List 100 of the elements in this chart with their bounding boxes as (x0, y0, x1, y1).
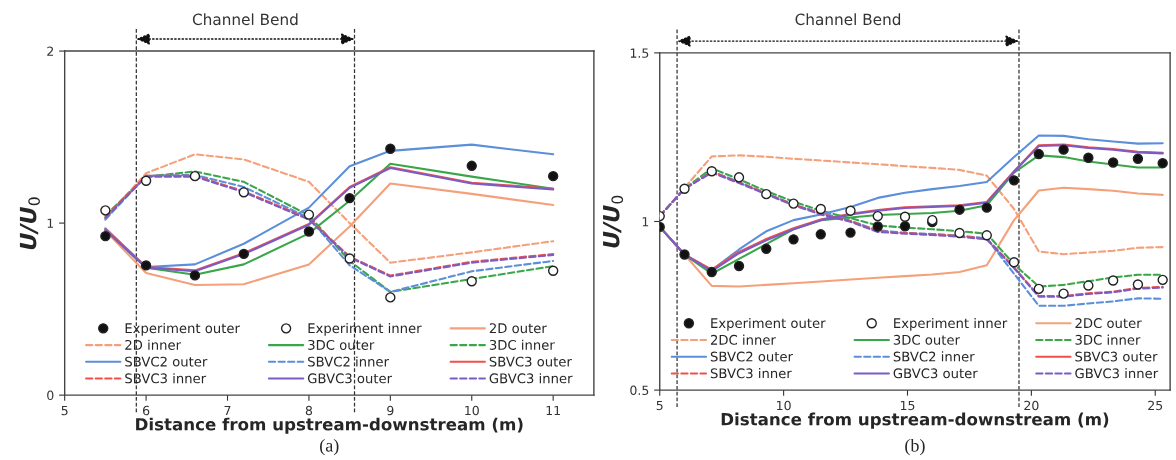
legend-label: Experiment inner (894, 317, 1008, 331)
legend-label: SBVC3 outer (1075, 351, 1158, 362)
legend-label: SBVC3 inner (125, 373, 207, 384)
point (385, 143, 396, 154)
point (761, 243, 772, 254)
point (815, 203, 826, 215)
point (872, 210, 883, 222)
legend-label: 2DC inner (710, 334, 776, 345)
point (679, 249, 690, 260)
point (706, 166, 717, 177)
point (385, 292, 396, 303)
point (679, 183, 690, 194)
point (1157, 157, 1168, 169)
point (238, 187, 249, 198)
y-tick-label: 0.5 (630, 385, 649, 396)
point (872, 221, 883, 232)
y-tick-label: 2 (47, 46, 54, 56)
x-tick-label: 15 (900, 400, 915, 411)
legend-label: SBVC2 outer (125, 356, 208, 367)
x-tick-label: 5 (61, 405, 68, 416)
point (189, 270, 201, 281)
point (954, 204, 965, 215)
point (547, 170, 559, 182)
legend-label: 3DC inner (1075, 334, 1141, 345)
point (466, 160, 477, 172)
point (733, 172, 745, 183)
point (1107, 275, 1119, 286)
legend-label: 2D outer (489, 323, 547, 334)
x-tick-label: 10 (465, 405, 479, 416)
point (788, 234, 799, 245)
legend-label: GBVC3 inner (1075, 368, 1159, 379)
point (1083, 152, 1094, 163)
point (1033, 148, 1045, 160)
point (1008, 257, 1020, 268)
point (815, 229, 826, 240)
text: (a) (320, 438, 339, 456)
y-tick-label: 1 (47, 218, 54, 228)
point (981, 230, 992, 241)
point (954, 227, 965, 239)
y-tick-label: 1.5 (630, 48, 649, 58)
point (547, 265, 559, 276)
point (1058, 144, 1069, 155)
x-tick-label: 9 (387, 405, 394, 416)
point (1132, 153, 1144, 164)
legend-label: 2DC outer (1075, 318, 1142, 329)
x-tick-label: 10 (777, 400, 791, 411)
point (1008, 175, 1020, 186)
point (140, 260, 152, 271)
legend-label: SBVC3 inner (710, 368, 792, 379)
point (899, 221, 911, 232)
point (238, 248, 249, 260)
legend-label: SBVC3 outer (489, 356, 572, 367)
point (761, 188, 772, 200)
x-tick-label: 25 (1148, 400, 1163, 411)
point (733, 260, 745, 272)
legend-label: 2D inner (125, 339, 182, 350)
text: (b) (905, 438, 925, 456)
point (344, 253, 355, 264)
point (1058, 288, 1069, 299)
x-tick-label: 7 (224, 405, 231, 416)
x-tick-label: 6 (142, 405, 150, 416)
x-tick-label: 8 (305, 405, 313, 416)
legend-label: SBVC2 inner (308, 356, 389, 367)
point (1083, 280, 1094, 291)
x-axis-title: Distance from upstream-downstream (m) (136, 417, 523, 434)
x-axis-title: Distance from upstream-downstream (m) (721, 412, 1109, 429)
text: Channel Bend (795, 13, 901, 26)
point (344, 192, 355, 204)
point (981, 202, 992, 213)
legend-label: Experiment outer (711, 317, 826, 331)
point (100, 230, 111, 242)
point (189, 170, 201, 182)
legend-label: 3DC inner (489, 339, 555, 350)
legend-label: Experiment outer (125, 322, 240, 336)
point (1033, 283, 1045, 295)
point (100, 205, 111, 216)
point (706, 266, 717, 278)
legend-label: SBVC2 outer (710, 351, 793, 362)
point (1157, 274, 1168, 286)
text: Channel Bend (192, 13, 298, 26)
legend-label: SBVC2 inner (893, 351, 975, 362)
x-tick-label: 11 (546, 405, 560, 416)
legend-label: 3DC outer (893, 334, 960, 345)
x-tick-label: 20 (1024, 400, 1039, 411)
point (845, 205, 856, 216)
x-tick-label: 5 (656, 400, 663, 411)
y-tick-label: 1 (642, 217, 649, 227)
legend-label: Experiment inner (308, 322, 422, 336)
point (1132, 279, 1144, 290)
point (788, 198, 799, 209)
point (845, 227, 856, 238)
point (1107, 157, 1119, 168)
point (466, 276, 477, 287)
legend-label: GBVC3 outer (307, 373, 393, 384)
point (303, 226, 315, 237)
legend-label: GBVC3 outer (893, 368, 978, 379)
y-axis-title: U/U$_{0}$ (603, 195, 624, 248)
point (899, 211, 911, 222)
y-axis-title: U/U$_{0}$ (19, 197, 40, 250)
legend-label: 3DC outer (308, 339, 375, 350)
